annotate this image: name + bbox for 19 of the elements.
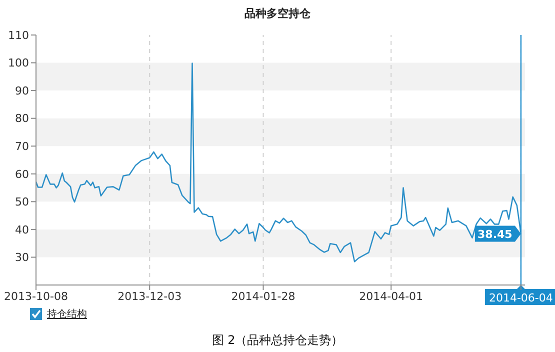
y-tick-label: 60: [15, 168, 29, 181]
y-tick-label: 110: [8, 28, 29, 42]
y-tick-label: 90: [15, 84, 29, 98]
legend-label: 持仓结构: [47, 308, 87, 321]
ref-line-label: 2014-06-04: [488, 292, 553, 304]
caption: 图 2（品种总持仓走势）: [210, 332, 344, 349]
y-tick-label: 50: [15, 196, 29, 209]
y-tick-label: 80: [15, 112, 29, 126]
y-tick-label: 30: [15, 251, 29, 264]
annotation: 38.45: [478, 228, 512, 241]
x-tick-label: 2014-04-01: [359, 290, 424, 303]
line-series: [36, 62, 522, 262]
x-tick-label: 2013-12-03: [118, 290, 182, 303]
y-tick-label: 100: [8, 56, 29, 70]
x-tick-label: 2013-10-08: [4, 290, 68, 303]
x-tick-label: 2014-01-28: [231, 290, 296, 303]
chart-title: 品种多空持仓: [244, 6, 312, 21]
y-tick-label: 70: [15, 140, 29, 154]
y-tick-label: 40: [15, 223, 29, 236]
